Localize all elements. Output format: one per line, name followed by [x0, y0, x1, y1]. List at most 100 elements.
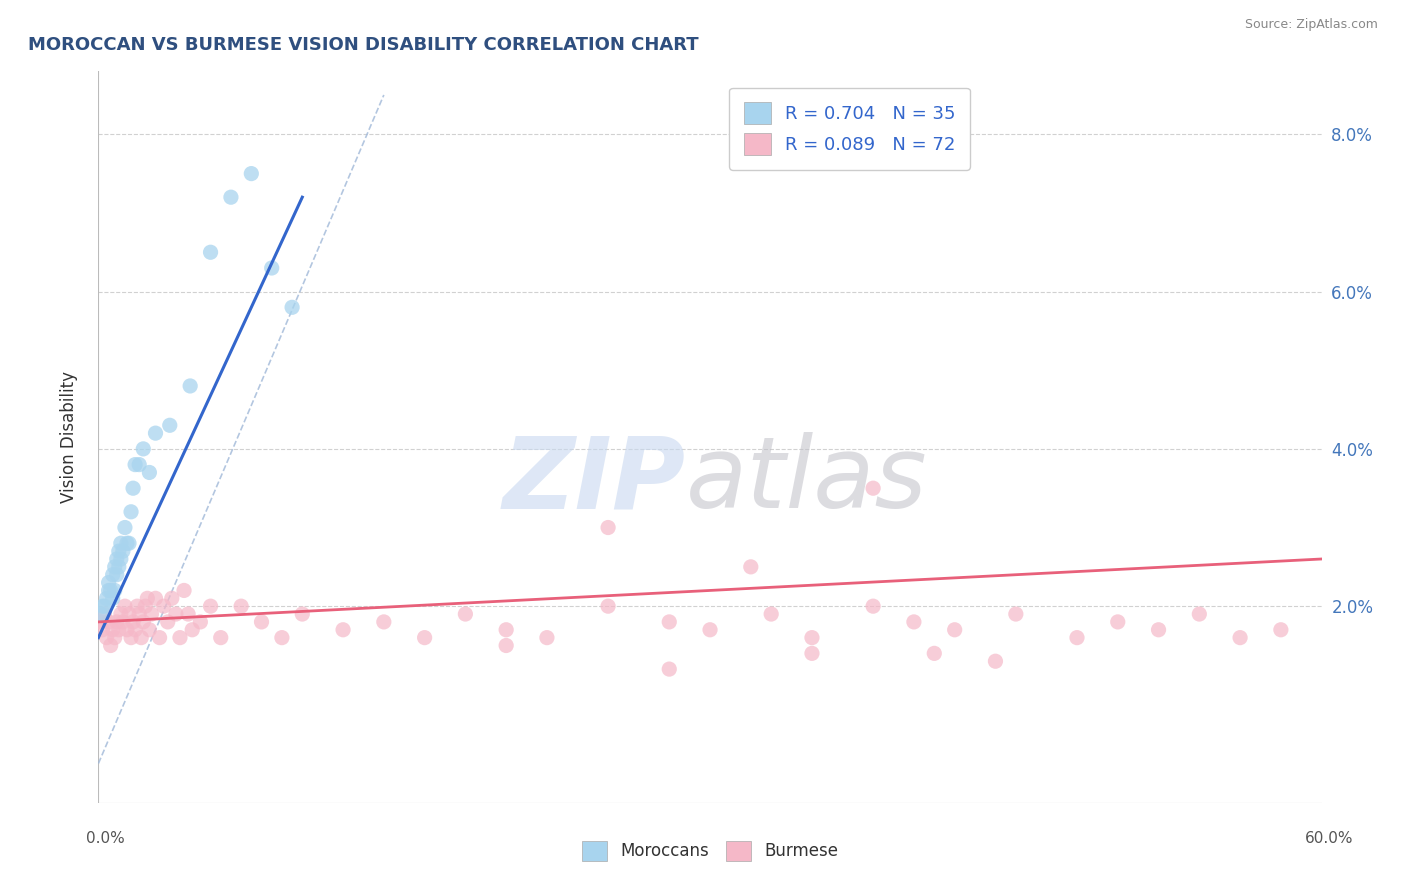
- Point: [111, 615, 134, 629]
- Point: [291, 607, 314, 621]
- Point: [124, 458, 146, 472]
- Point: [141, 607, 163, 621]
- Point: [145, 591, 167, 606]
- Point: [89, 607, 111, 621]
- Point: [862, 599, 884, 614]
- Point: [129, 631, 152, 645]
- Point: [536, 631, 558, 645]
- Point: [115, 536, 138, 550]
- Text: 60.0%: 60.0%: [1305, 831, 1353, 846]
- Point: [903, 615, 925, 629]
- Point: [1004, 607, 1026, 621]
- Point: [156, 615, 179, 629]
- Point: [332, 623, 354, 637]
- Point: [169, 631, 191, 645]
- Point: [93, 599, 115, 614]
- Point: [96, 591, 118, 606]
- Point: [943, 623, 966, 637]
- Point: [801, 631, 824, 645]
- Point: [281, 301, 304, 315]
- Text: 0.0%: 0.0%: [86, 831, 125, 846]
- Point: [97, 583, 120, 598]
- Point: [132, 442, 155, 456]
- Point: [105, 552, 128, 566]
- Point: [200, 245, 222, 260]
- Point: [740, 559, 762, 574]
- Point: [100, 639, 122, 653]
- Point: [495, 623, 517, 637]
- Point: [200, 599, 222, 614]
- Point: [115, 623, 138, 637]
- Point: [658, 662, 681, 676]
- Point: [105, 615, 128, 629]
- Point: [1107, 615, 1129, 629]
- Point: [111, 544, 134, 558]
- Point: [699, 623, 721, 637]
- Point: [250, 615, 273, 629]
- Point: [145, 426, 167, 441]
- Point: [1147, 623, 1170, 637]
- Point: [108, 544, 131, 558]
- Point: [104, 559, 127, 574]
- Point: [91, 623, 114, 637]
- Point: [138, 466, 160, 480]
- Point: [124, 623, 146, 637]
- Point: [122, 481, 145, 495]
- Point: [173, 583, 195, 598]
- Point: [495, 639, 517, 653]
- Point: [127, 599, 149, 614]
- Point: [93, 607, 115, 621]
- Point: [128, 458, 150, 472]
- Point: [118, 607, 141, 621]
- Point: [373, 615, 395, 629]
- Point: [1270, 623, 1292, 637]
- Point: [134, 599, 156, 614]
- Point: [270, 631, 294, 645]
- Point: [240, 167, 263, 181]
- Point: [761, 607, 783, 621]
- Point: [160, 591, 183, 606]
- Point: [104, 583, 127, 598]
- Point: [101, 567, 124, 582]
- Point: [152, 599, 174, 614]
- Point: [984, 654, 1007, 668]
- Point: [104, 631, 127, 645]
- Point: [100, 583, 122, 598]
- Text: ZIP: ZIP: [502, 433, 686, 530]
- Point: [181, 623, 204, 637]
- Point: [91, 599, 114, 614]
- Point: [114, 520, 136, 534]
- Point: [101, 591, 124, 606]
- Point: [120, 505, 142, 519]
- Point: [118, 536, 141, 550]
- Text: Source: ZipAtlas.com: Source: ZipAtlas.com: [1244, 18, 1378, 31]
- Point: [598, 520, 620, 534]
- Point: [97, 615, 120, 629]
- Point: [231, 599, 253, 614]
- Point: [138, 623, 160, 637]
- Point: [209, 631, 232, 645]
- Point: [110, 552, 132, 566]
- Point: [136, 591, 159, 606]
- Point: [454, 607, 477, 621]
- Point: [132, 615, 155, 629]
- Point: [801, 646, 824, 660]
- Point: [89, 615, 111, 629]
- Point: [165, 607, 187, 621]
- Point: [219, 190, 242, 204]
- Point: [188, 615, 212, 629]
- Point: [413, 631, 436, 645]
- Text: atlas: atlas: [686, 433, 927, 530]
- Point: [179, 379, 201, 393]
- Point: [1066, 631, 1088, 645]
- Point: [105, 567, 128, 582]
- Point: [114, 599, 136, 614]
- Point: [122, 615, 145, 629]
- Text: MOROCCAN VS BURMESE VISION DISABILITY CORRELATION CHART: MOROCCAN VS BURMESE VISION DISABILITY CO…: [28, 36, 699, 54]
- Point: [101, 623, 124, 637]
- Point: [1188, 607, 1211, 621]
- Point: [149, 631, 172, 645]
- Point: [1229, 631, 1251, 645]
- Point: [260, 260, 283, 275]
- Point: [108, 559, 131, 574]
